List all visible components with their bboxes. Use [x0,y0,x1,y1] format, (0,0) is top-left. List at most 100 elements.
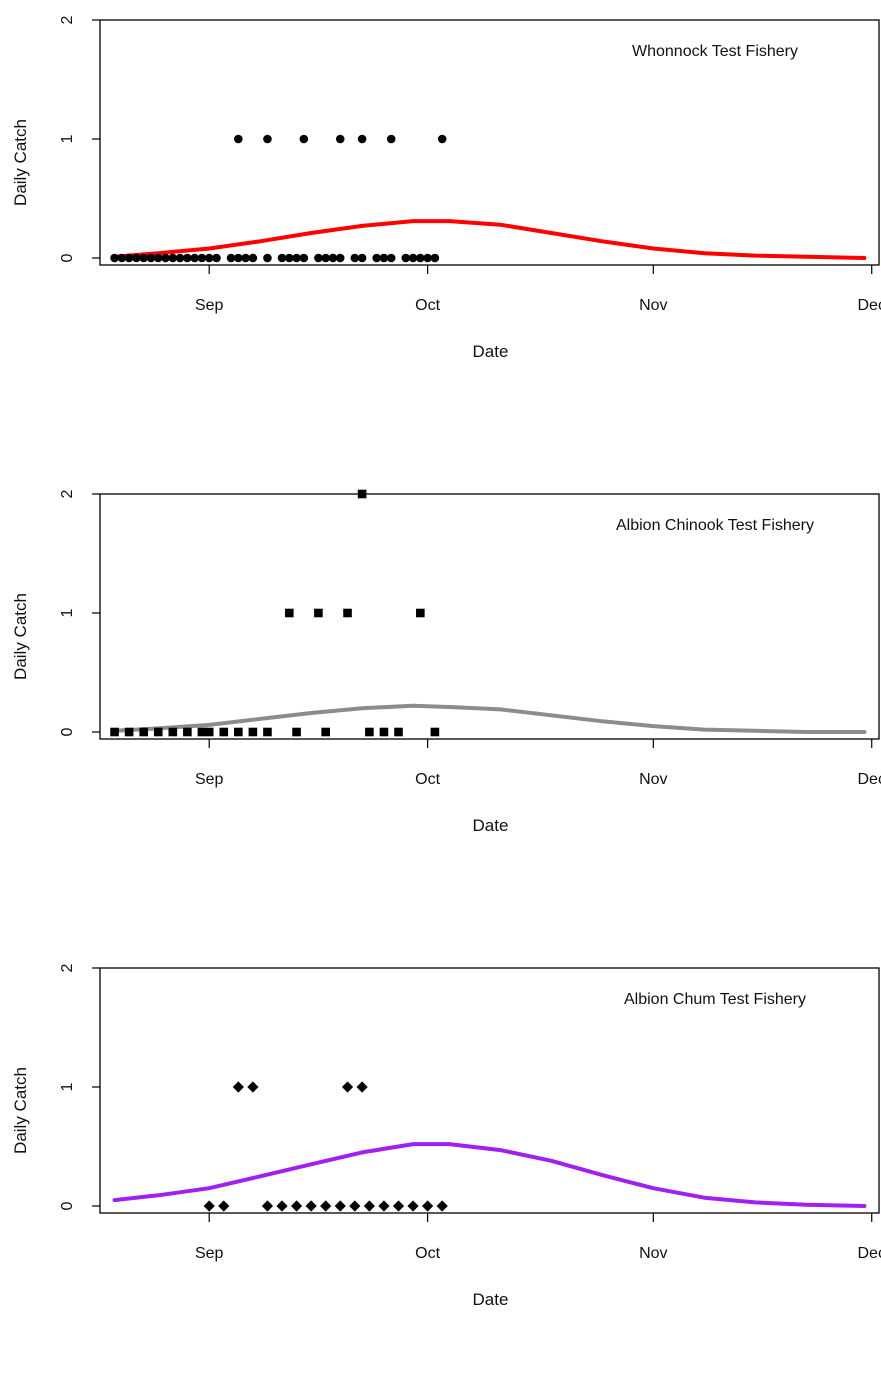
data-point [232,1081,244,1093]
y-tick-label: 2 [59,963,76,972]
plot-annotation: Albion Chinook Test Fishery [616,517,814,534]
x-tick-label: Nov [639,1245,667,1262]
x-tick-label: Nov [639,297,667,314]
data-point [132,253,141,263]
data-point [277,253,287,263]
data-point [110,253,119,263]
data-point [183,253,192,263]
data-point [203,1200,215,1212]
data-point [153,727,163,737]
x-axis-title: Date [473,1290,509,1309]
data-point [219,727,229,737]
data-point [334,1200,346,1212]
data-point [343,608,352,618]
data-point [392,1200,405,1212]
x-tick-label: Dec [857,297,881,314]
data-point [218,1200,230,1212]
data-point [299,253,309,263]
plot-annotation: Albion Chum Test Fishery [624,991,806,1008]
data-point [321,253,330,263]
data-point [110,727,119,737]
x-tick-label: Dec [857,771,881,788]
y-tick-label: 1 [59,134,76,143]
data-point [401,253,411,263]
data-point [436,1200,448,1212]
x-tick-label: Sep [195,771,224,788]
y-tick-label: 0 [59,727,76,736]
data-point [168,253,178,263]
chart-albion-chinook: 0 1 2 Sep Oct Nov Dec Date Daily Catch Albion Chi… [11,489,881,835]
data-point [437,134,447,144]
data-point [153,253,163,263]
data-point [321,727,330,737]
data-point [204,253,214,263]
data-point [357,134,367,144]
data-point [394,727,403,737]
y-tick-label: 1 [59,608,76,617]
data-point [423,253,432,263]
data-point [241,253,250,263]
data-point [124,253,134,263]
data-point [408,253,418,263]
x-tick-label: Sep [195,297,224,314]
data-point [168,727,178,737]
x-tick-label: Oct [415,771,440,788]
data-point [183,727,192,737]
plot-frame [99,967,880,1214]
data-point [263,253,272,263]
data-point [161,253,170,263]
x-tick-label: Nov [639,771,667,788]
data-point [328,253,338,263]
chart-panel-3: 0 1 2 Sep Oct Nov Dec Date Daily Catch Albion Chu… [0,948,881,1385]
x-tick-label: Oct [415,297,440,314]
data-point [416,608,425,618]
data-point [349,1200,361,1212]
data-point [292,727,301,737]
data-point [276,1200,288,1212]
data-point [407,1200,419,1212]
data-point [139,253,148,263]
y-axis-title: Daily Catch [11,1067,30,1154]
data-point [356,1081,368,1093]
data-point [139,727,148,737]
data-point [335,253,345,263]
data-point [314,253,323,263]
chart-panel-1: 0 1 2 Sep Oct Nov Dec Date Daily Catch Whonnock T… [0,0,881,437]
data-point [204,727,214,737]
x-tick-label: Sep [195,1245,224,1262]
data-point [247,1081,259,1093]
fitted-curve [112,1142,867,1208]
x-tick-label: Dec [857,1245,881,1262]
plot-annotation: Whonnock Test Fishery [632,43,798,60]
x-axis-title: Date [473,816,509,835]
x-tick-label: Oct [415,1245,440,1262]
data-point [365,727,374,737]
plot-frame [99,493,880,740]
data-point [314,608,323,618]
data-point [350,253,360,263]
data-point [197,253,207,263]
data-point [261,1200,274,1212]
data-point [386,253,396,263]
x-axis-title: Date [473,342,509,361]
data-point [284,608,294,618]
data-point [357,489,367,499]
data-point [299,134,309,144]
chart-panel-2: 0 1 2 Sep Oct Nov Dec Date Daily Catch Albion Chi… [0,474,881,911]
chart-albion-chum: 0 1 2 Sep Oct Nov Dec Date Daily Catch Albion Chu… [11,963,881,1309]
data-point [341,1081,354,1093]
fitted-curve [112,219,867,260]
data-point [263,134,272,144]
data-point [146,253,156,263]
data-point [212,253,221,263]
data-point [263,727,272,737]
data-point [190,253,199,263]
data-point [234,253,243,263]
data-point [248,727,258,737]
data-point [124,727,134,737]
data-point [226,253,236,263]
fitted-curve [112,703,867,734]
data-point [379,253,389,263]
data-point [320,1200,332,1212]
data-point [117,253,127,263]
